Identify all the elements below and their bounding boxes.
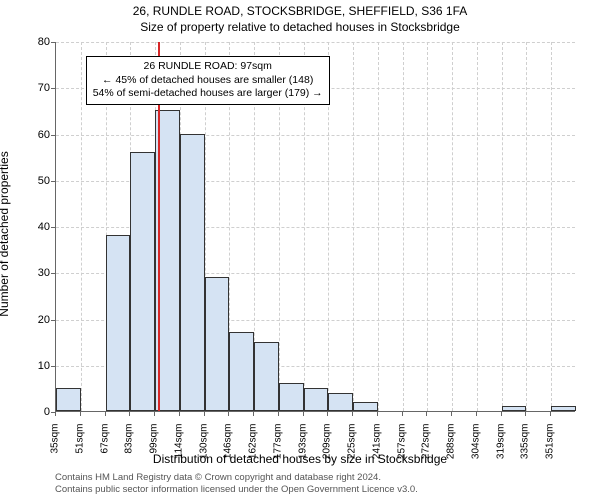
histogram-bar bbox=[502, 406, 527, 411]
histogram-bar bbox=[130, 152, 155, 411]
x-tick-label: 209sqm bbox=[322, 424, 333, 464]
gridline-v bbox=[551, 42, 552, 411]
x-tick-mark bbox=[303, 412, 304, 416]
y-tick-mark bbox=[51, 366, 55, 367]
x-tick-mark bbox=[154, 412, 155, 416]
x-tick-label: 83sqm bbox=[124, 424, 135, 464]
y-tick-label: 30 bbox=[20, 267, 50, 279]
gridline-v bbox=[81, 42, 82, 411]
x-tick-label: 335sqm bbox=[520, 424, 531, 464]
x-tick-label: 99sqm bbox=[149, 424, 160, 464]
x-tick-mark bbox=[476, 412, 477, 416]
gridline-v bbox=[502, 42, 503, 411]
gridline-h bbox=[56, 42, 575, 43]
histogram-bar bbox=[229, 332, 254, 411]
gridline-v bbox=[477, 42, 478, 411]
histogram-bar bbox=[205, 277, 230, 411]
x-tick-mark bbox=[550, 412, 551, 416]
x-tick-mark bbox=[352, 412, 353, 416]
chart-title-line2: Size of property relative to detached ho… bbox=[0, 20, 600, 34]
x-tick-label: 272sqm bbox=[421, 424, 432, 464]
histogram-bar bbox=[328, 393, 353, 412]
x-tick-mark bbox=[105, 412, 106, 416]
x-tick-mark bbox=[129, 412, 130, 416]
annotation-box: 26 RUNDLE ROAD: 97sqm← 45% of detached h… bbox=[86, 56, 330, 105]
y-tick-label: 0 bbox=[20, 406, 50, 418]
x-tick-label: 162sqm bbox=[248, 424, 259, 464]
y-tick-label: 50 bbox=[20, 175, 50, 187]
gridline-v bbox=[452, 42, 453, 411]
annotation-line: 54% of semi-detached houses are larger (… bbox=[93, 87, 323, 101]
y-tick-mark bbox=[51, 181, 55, 182]
x-tick-label: 130sqm bbox=[198, 424, 209, 464]
x-tick-mark bbox=[402, 412, 403, 416]
y-tick-label: 80 bbox=[20, 36, 50, 48]
x-tick-label: 51sqm bbox=[74, 424, 85, 464]
histogram-bar bbox=[304, 388, 329, 411]
y-tick-mark bbox=[51, 88, 55, 89]
x-tick-mark bbox=[179, 412, 180, 416]
footer-line2: Contains public sector information licen… bbox=[55, 484, 575, 495]
histogram-bar bbox=[56, 388, 81, 411]
x-tick-mark bbox=[55, 412, 56, 416]
y-tick-label: 40 bbox=[20, 221, 50, 233]
histogram-bar bbox=[279, 383, 304, 411]
x-tick-label: 304sqm bbox=[470, 424, 481, 464]
x-tick-mark bbox=[80, 412, 81, 416]
x-tick-label: 288sqm bbox=[446, 424, 457, 464]
x-tick-label: 319sqm bbox=[495, 424, 506, 464]
y-tick-mark bbox=[51, 273, 55, 274]
chart-title-line1: 26, RUNDLE ROAD, STOCKSBRIDGE, SHEFFIELD… bbox=[0, 4, 600, 18]
y-tick-mark bbox=[51, 227, 55, 228]
x-tick-mark bbox=[426, 412, 427, 416]
gridline-v bbox=[378, 42, 379, 411]
plot-area: 26 RUNDLE ROAD: 97sqm← 45% of detached h… bbox=[55, 42, 575, 412]
histogram-bar bbox=[106, 235, 131, 411]
x-tick-label: 146sqm bbox=[223, 424, 234, 464]
histogram-bar bbox=[551, 406, 576, 411]
annotation-line: 26 RUNDLE ROAD: 97sqm bbox=[93, 60, 323, 74]
y-tick-mark bbox=[51, 42, 55, 43]
x-tick-mark bbox=[377, 412, 378, 416]
x-tick-mark bbox=[228, 412, 229, 416]
chart-container: 26, RUNDLE ROAD, STOCKSBRIDGE, SHEFFIELD… bbox=[0, 0, 600, 500]
x-tick-label: 241sqm bbox=[371, 424, 382, 464]
gridline-v bbox=[403, 42, 404, 411]
y-tick-label: 20 bbox=[20, 314, 50, 326]
y-tick-mark bbox=[51, 320, 55, 321]
gridline-v bbox=[353, 42, 354, 411]
x-tick-label: 193sqm bbox=[297, 424, 308, 464]
histogram-bar bbox=[353, 402, 378, 411]
x-tick-label: 67sqm bbox=[99, 424, 110, 464]
x-tick-label: 114sqm bbox=[173, 424, 184, 464]
x-tick-label: 177sqm bbox=[272, 424, 283, 464]
footer-line1: Contains HM Land Registry data © Crown c… bbox=[55, 472, 575, 483]
x-tick-mark bbox=[501, 412, 502, 416]
gridline-v bbox=[526, 42, 527, 411]
x-tick-mark bbox=[451, 412, 452, 416]
y-tick-label: 60 bbox=[20, 129, 50, 141]
gridline-h bbox=[56, 135, 575, 136]
y-axis-label: Number of detached properties bbox=[0, 151, 11, 316]
x-tick-label: 351sqm bbox=[545, 424, 556, 464]
histogram-bar bbox=[254, 342, 279, 411]
x-tick-mark bbox=[525, 412, 526, 416]
x-tick-label: 35sqm bbox=[50, 424, 61, 464]
x-tick-mark bbox=[278, 412, 279, 416]
y-tick-mark bbox=[51, 135, 55, 136]
x-tick-label: 225sqm bbox=[347, 424, 358, 464]
x-tick-mark bbox=[327, 412, 328, 416]
annotation-line: ← 45% of detached houses are smaller (14… bbox=[93, 74, 323, 88]
x-tick-mark bbox=[253, 412, 254, 416]
x-tick-label: 257sqm bbox=[396, 424, 407, 464]
y-tick-label: 10 bbox=[20, 360, 50, 372]
y-tick-label: 70 bbox=[20, 82, 50, 94]
histogram-bar bbox=[180, 134, 205, 412]
x-tick-mark bbox=[204, 412, 205, 416]
gridline-v bbox=[427, 42, 428, 411]
